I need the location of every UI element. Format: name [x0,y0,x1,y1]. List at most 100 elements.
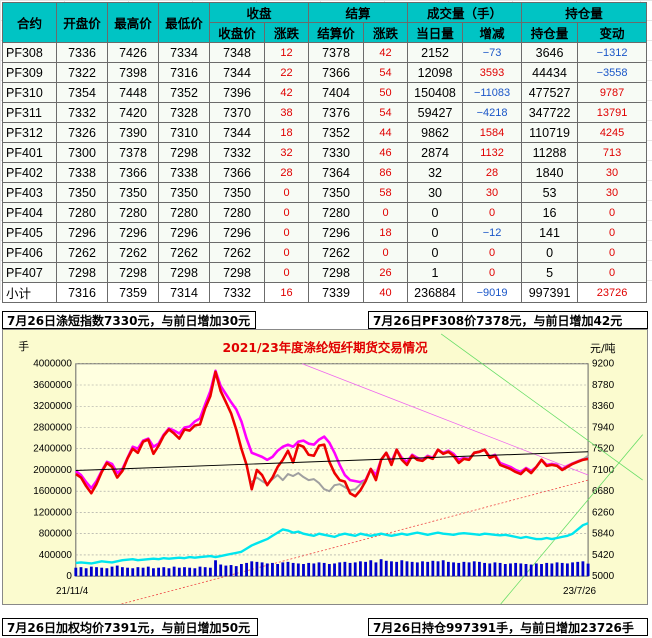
table-cell: PF310 [2,82,57,103]
volume-bar [509,563,512,577]
table-cell: 7350 [56,182,108,203]
table-cell: 0 [462,242,523,263]
table-cell: 13791 [577,102,648,123]
table-row: PF407 7298 7298 7298 7298 0 7298 26 1 0 5 0 [2,262,648,283]
table-cell: 7332 [209,142,265,163]
right-tick-label: 9200 [592,359,615,370]
futures-table: 合约 开盘价 最高价 最低价 收盘 结算 成交量（手） 持仓量 收盘价 涨跌 结… [2,2,648,303]
left-tick-label: 3200000 [33,401,72,412]
volume-bar [224,565,228,577]
table-cell: 110719 [521,122,579,143]
table-cell: 7332 [209,282,265,303]
volume-bar [555,562,559,577]
table-cell: 7326 [56,122,108,143]
table-cell: 7364 [308,162,365,183]
table-cell: 7366 [308,62,365,83]
table-cell: PF309 [2,62,57,83]
table-cell: 7314 [158,282,210,303]
guide-line-green [440,333,643,481]
table-cell: 50 [363,82,409,103]
volume-bar [214,560,217,577]
volume-bar [571,562,574,577]
table-cell: 7350 [209,182,265,203]
volume-bar [141,567,145,577]
header-close-price: 收盘价 [209,22,265,43]
volume-bar [540,563,543,577]
table-cell: PF406 [2,242,57,263]
header-settle-change: 涨跌 [363,22,409,43]
volume-bar [353,562,357,577]
volume-bar [581,561,585,577]
table-cell: 7420 [107,102,159,123]
volume-bar [120,567,124,577]
table-cell: 0 [263,262,310,283]
table-cell: 7322 [56,62,108,83]
volume-bar [488,563,492,577]
right-tick-label: 6260 [592,507,615,518]
table-cell: 7262 [209,242,265,263]
table-cell: 18 [363,222,409,243]
table-cell: 小计 [2,282,57,303]
table-cell: 1840 [521,162,579,183]
right-tick-label: 6680 [592,486,615,497]
table-cell: 7352 [158,82,210,103]
table-cell: PF403 [2,182,57,203]
table-cell: 59427 [407,102,464,123]
header-close-group: 收盘 [208,2,310,23]
volume-bar [441,560,445,577]
table-cell: 86 [363,162,409,183]
volume-bar [312,563,316,577]
volume-bar [167,568,171,577]
table-cell: PF311 [2,102,57,123]
volume-bar [431,560,435,577]
left-tick-label: 800000 [39,529,73,540]
table-cell: 30 [577,182,648,203]
guide-line-green [500,434,643,604]
note-index-price: 7月26日涤短指数7330元，与前日增加30元 [2,311,256,329]
volume-bar [446,561,450,577]
header-low: 最低价 [158,2,210,43]
volume-bar [110,566,114,577]
table-cell: PF312 [2,122,57,143]
table-cell: 7316 [56,282,108,303]
header-high: 最高价 [107,2,159,43]
table-cell: 7298 [56,262,108,283]
table-cell: 7426 [107,42,159,63]
trading-chart: 0 5000 400000 5420 800000 5840 1200000 6260 1600… [2,329,648,605]
table-cell: 1584 [462,122,523,143]
volume-bar [493,562,497,577]
table-cell: 7262 [107,242,159,263]
table-cell: 7344 [209,122,265,143]
volume-bar [529,564,533,577]
header-contract: 合约 [2,2,57,43]
table-cell: 0 [462,262,523,283]
volume-bar [524,563,528,577]
header-settle-price: 结算价 [308,22,365,43]
table-cell: 0 [363,242,409,263]
table-row: PF308 7336 7426 7334 7348 12 7378 42 2152 −73 3646… [2,42,648,63]
table-row: PF311 7332 7420 7328 7370 38 7376 54 59427 −4218 3… [2,102,648,123]
volume-bar [395,561,399,577]
table-header-sub: 收盘价 涨跌 结算价 涨跌 当日量 增减 持仓量 变动 [3,22,648,43]
volume-bar [239,563,243,577]
table-cell: 9787 [577,82,648,103]
volume-bar [79,567,83,577]
volume-bar [317,562,321,577]
volume-bar [105,568,109,577]
table-cell: 7338 [158,162,210,183]
volume-bar [286,561,290,577]
volume-bar [157,567,161,577]
table-cell: 7296 [56,222,108,243]
table-cell: 997391 [521,282,579,303]
volume-bar [498,562,502,577]
table-cell: 30 [407,182,464,203]
note-open-interest: 7月26日持仓997391手，与前日增加23726手 [368,618,648,636]
volume-bar [95,567,98,577]
table-cell: 1132 [462,142,523,163]
table-cell: PF405 [2,222,57,243]
table-cell: 32 [407,162,464,183]
volume-bar [162,567,166,577]
volume-bar [338,562,342,577]
table-cell: 7390 [107,122,159,143]
table-cell: 7296 [308,222,365,243]
